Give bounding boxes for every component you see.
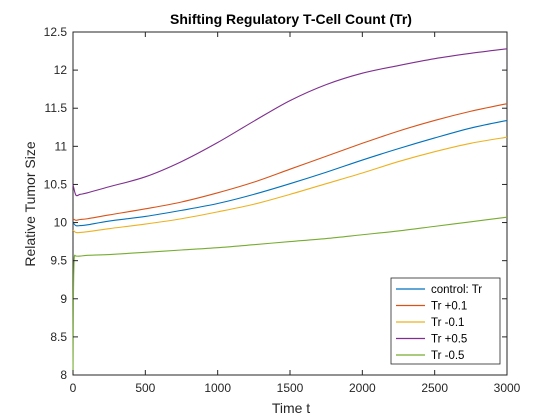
series-line-1 bbox=[72, 119, 508, 227]
x-tick-label: 2500 bbox=[421, 381, 448, 395]
y-tick-label: 10 bbox=[54, 216, 68, 230]
y-tick-label: 11.5 bbox=[45, 101, 68, 115]
x-tick-label: 2000 bbox=[349, 381, 376, 395]
x-tick-label: 3000 bbox=[494, 381, 521, 395]
y-tick-label: 9.5 bbox=[50, 254, 67, 268]
x-tick-label: 0 bbox=[70, 381, 77, 395]
legend-items: control: Tr Tr +0.1 Tr -0.1 Tr +0.5 Tr -0.5 bbox=[396, 284, 482, 362]
x-tick-label: 1000 bbox=[204, 381, 231, 395]
legend-label-1: control: Tr bbox=[431, 284, 482, 296]
x-tick-label: 1500 bbox=[277, 381, 304, 395]
series-layer bbox=[72, 48, 508, 376]
y-tick-label: 10.5 bbox=[44, 177, 68, 191]
series-line-3 bbox=[72, 136, 508, 234]
legend-box bbox=[390, 277, 501, 365]
series-line-5 bbox=[72, 216, 508, 376]
tick-layer: 0 500 1000 1500 2000 2500 3000 8 8.5 9 9.5 10 10.5 11… bbox=[44, 25, 521, 395]
series-line-2 bbox=[72, 103, 508, 221]
y-axis-title: Relative Tumor Size bbox=[22, 141, 38, 266]
y-tick-label: 12.5 bbox=[44, 25, 68, 39]
y-tick-label: 8 bbox=[60, 368, 67, 382]
y-tick-label: 9 bbox=[60, 292, 67, 306]
y-tick-label: 8.5 bbox=[50, 330, 67, 344]
x-axis-title: Time t bbox=[272, 400, 310, 416]
x-tick-label: 500 bbox=[135, 381, 155, 395]
series-line-4 bbox=[72, 48, 508, 197]
legend: control: Tr Tr +0.1 Tr -0.1 Tr +0.5 Tr -0.5 bbox=[390, 277, 501, 365]
legend-label-3: Tr -0.1 bbox=[431, 317, 464, 329]
y-tick-label: 12 bbox=[54, 63, 68, 77]
y-tick-label: 11 bbox=[55, 139, 68, 153]
chart-title: Shifting Regulatory T-Cell Count (Tr) bbox=[170, 11, 412, 27]
legend-label-2: Tr +0.1 bbox=[431, 301, 467, 313]
legend-label-4: Tr +0.5 bbox=[431, 334, 467, 346]
legend-label-5: Tr -0.5 bbox=[431, 350, 464, 362]
